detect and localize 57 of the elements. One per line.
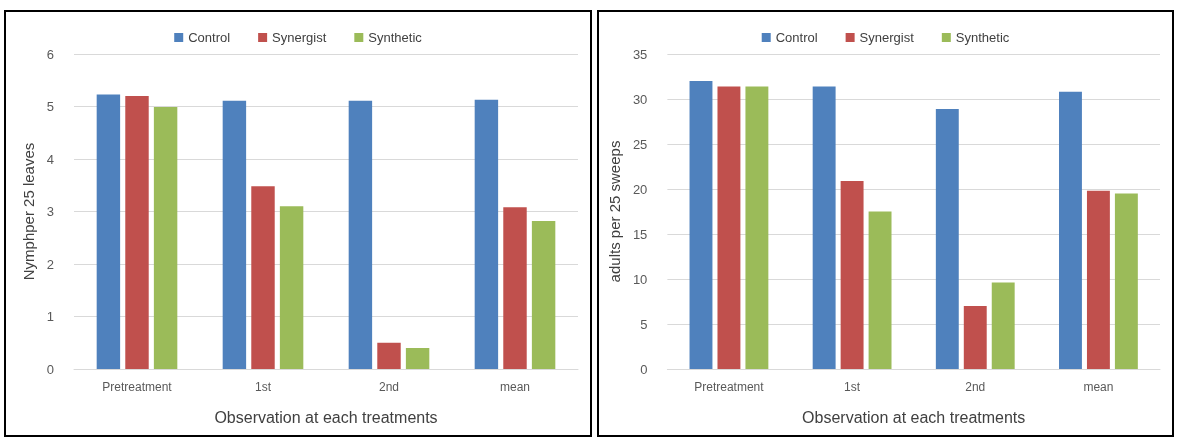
legend-label: Control [188, 30, 231, 45]
bar [745, 86, 769, 369]
bar [689, 81, 713, 369]
bar [991, 282, 1015, 369]
bar [531, 220, 556, 369]
bar [153, 107, 178, 369]
y-tick-label: 3 [46, 204, 54, 219]
x-tick-label: 1st [844, 380, 861, 394]
x-tick-label: 1st [254, 380, 272, 394]
y-tick-label: 1 [46, 309, 54, 324]
bar [868, 211, 892, 369]
legend-label: Synergist [272, 30, 327, 45]
x-axis-title: Observation at each treatments [214, 408, 438, 426]
x-tick-label: Pretreatment [102, 380, 173, 394]
bar [1086, 190, 1110, 369]
bar [405, 348, 430, 369]
y-tick-label: 6 [46, 46, 54, 62]
legend-label: Synthetic [955, 30, 1010, 45]
bar [96, 94, 121, 369]
bar [251, 186, 275, 369]
bar [840, 180, 864, 369]
y-tick-label: 10 [632, 271, 648, 287]
bar [1059, 91, 1082, 369]
y-tick-label: 30 [632, 91, 648, 107]
legend-label: Synthetic [368, 30, 423, 45]
y-axis-title: adults per 25 sweeps [606, 140, 623, 283]
x-axis-title: Observation at each treatments [802, 408, 1026, 426]
y-tick-label: 4 [46, 151, 54, 167]
bar [717, 86, 741, 369]
x-tick-label: Pretreatment [694, 380, 765, 394]
bar [222, 100, 247, 369]
y-tick-label: 2 [46, 256, 54, 272]
y-tick-label: 0 [640, 361, 648, 377]
y-tick-label: 15 [632, 226, 648, 242]
x-tick-label: 2nd [965, 380, 986, 394]
bar [125, 96, 149, 369]
y-tick-label: 5 [46, 99, 54, 114]
legend-label: Control [775, 30, 818, 45]
bar [1114, 193, 1138, 369]
bar [474, 99, 499, 369]
legend-label: Synergist [859, 30, 915, 45]
y-tick-label: 25 [632, 136, 648, 152]
y-axis-title: Nymphper 25 leaves [19, 142, 37, 281]
bar [812, 86, 836, 369]
bar [503, 207, 527, 369]
y-tick-label: 20 [632, 181, 648, 197]
bar [935, 108, 959, 369]
bar [348, 100, 373, 369]
bar [279, 206, 304, 369]
y-tick-label: 0 [46, 361, 54, 377]
x-tick-label: mean [499, 380, 531, 394]
y-tick-label: 5 [640, 316, 648, 332]
bar [377, 342, 401, 369]
x-tick-label: 2nd [378, 380, 400, 394]
y-tick-label: 35 [632, 46, 648, 62]
bar [963, 306, 987, 369]
x-tick-label: mean [1083, 380, 1114, 394]
